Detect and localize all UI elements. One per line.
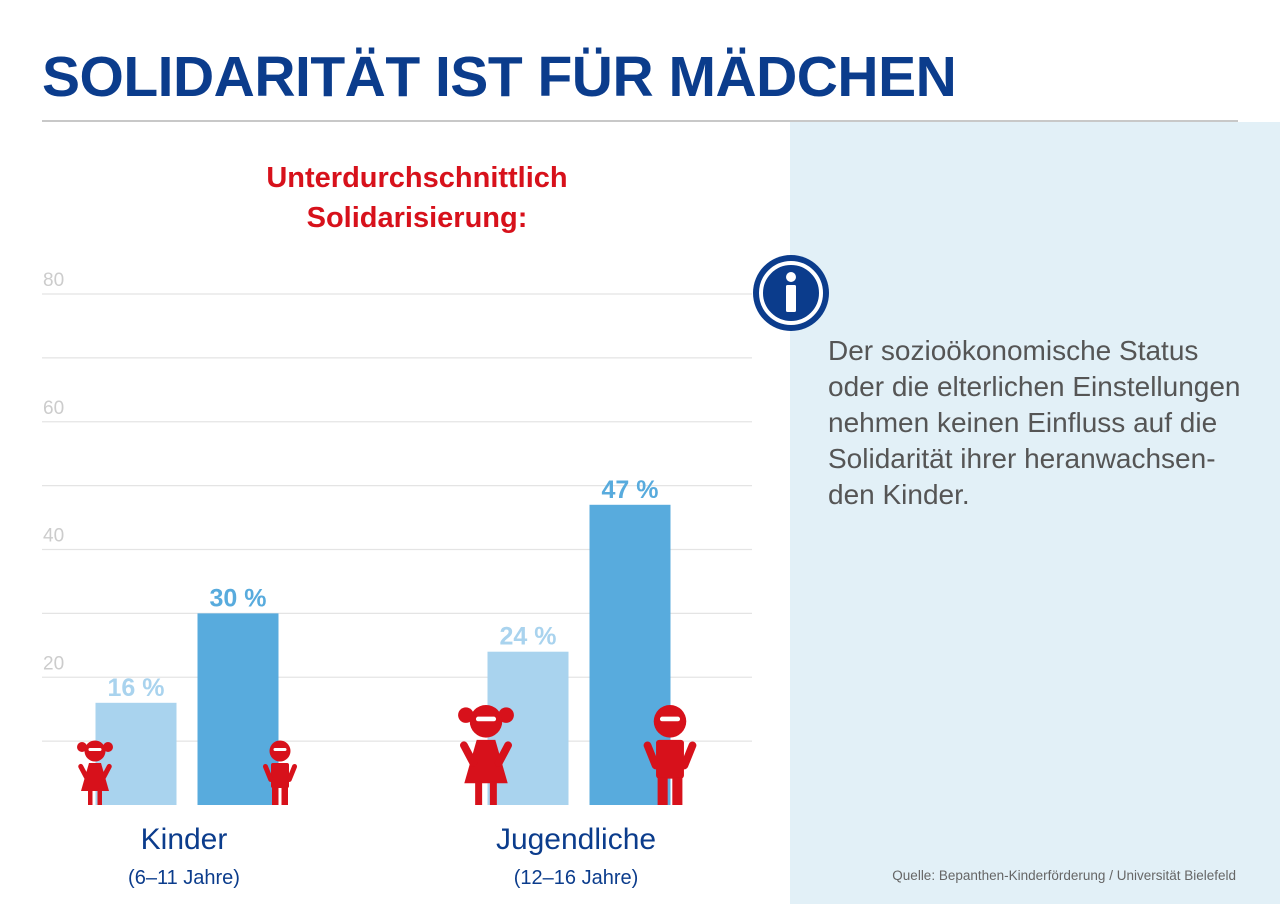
y-tick-label: 60 [43,398,64,419]
x-category-sublabel: (6–11 Jahre) [128,867,240,889]
x-category-label: Kinder [141,823,228,856]
girl-icon [77,740,113,805]
info-text: Der sozioökonomische Status oder die elt… [828,335,1241,510]
info-panel [790,122,1280,904]
bar-value-label: 47 % [602,476,659,504]
bar [197,613,279,805]
bar-value-label: 16 % [108,674,165,702]
boy-icon [262,740,298,805]
x-category-label: Jugendliche [496,823,656,856]
y-tick-label: 20 [43,653,64,674]
boy-icon [643,705,697,805]
girl-icon [458,705,514,805]
bar-chart: Unterdurchschnittlich Solidarisierung: 20 4… [42,162,752,889]
source-note: Quelle: Bepanthen-Kinderförderung / Univ… [892,868,1236,883]
y-tick-label: 40 [43,526,64,547]
x-category-sublabel: (12–16 Jahre) [514,867,639,889]
page-title: SOLIDARITÄT IST FÜR MÄDCHEN [42,45,957,109]
title-divider [42,120,1238,122]
chart-title-line: Solidarisierung: [307,202,528,234]
y-tick-label: 80 [43,270,64,291]
bar [95,702,177,805]
bar-value-label: 30 % [210,584,267,612]
bar-value-label: 24 % [500,623,557,651]
info-icon [753,255,829,331]
chart-title-line: Unterdurchschnittlich [266,162,567,194]
